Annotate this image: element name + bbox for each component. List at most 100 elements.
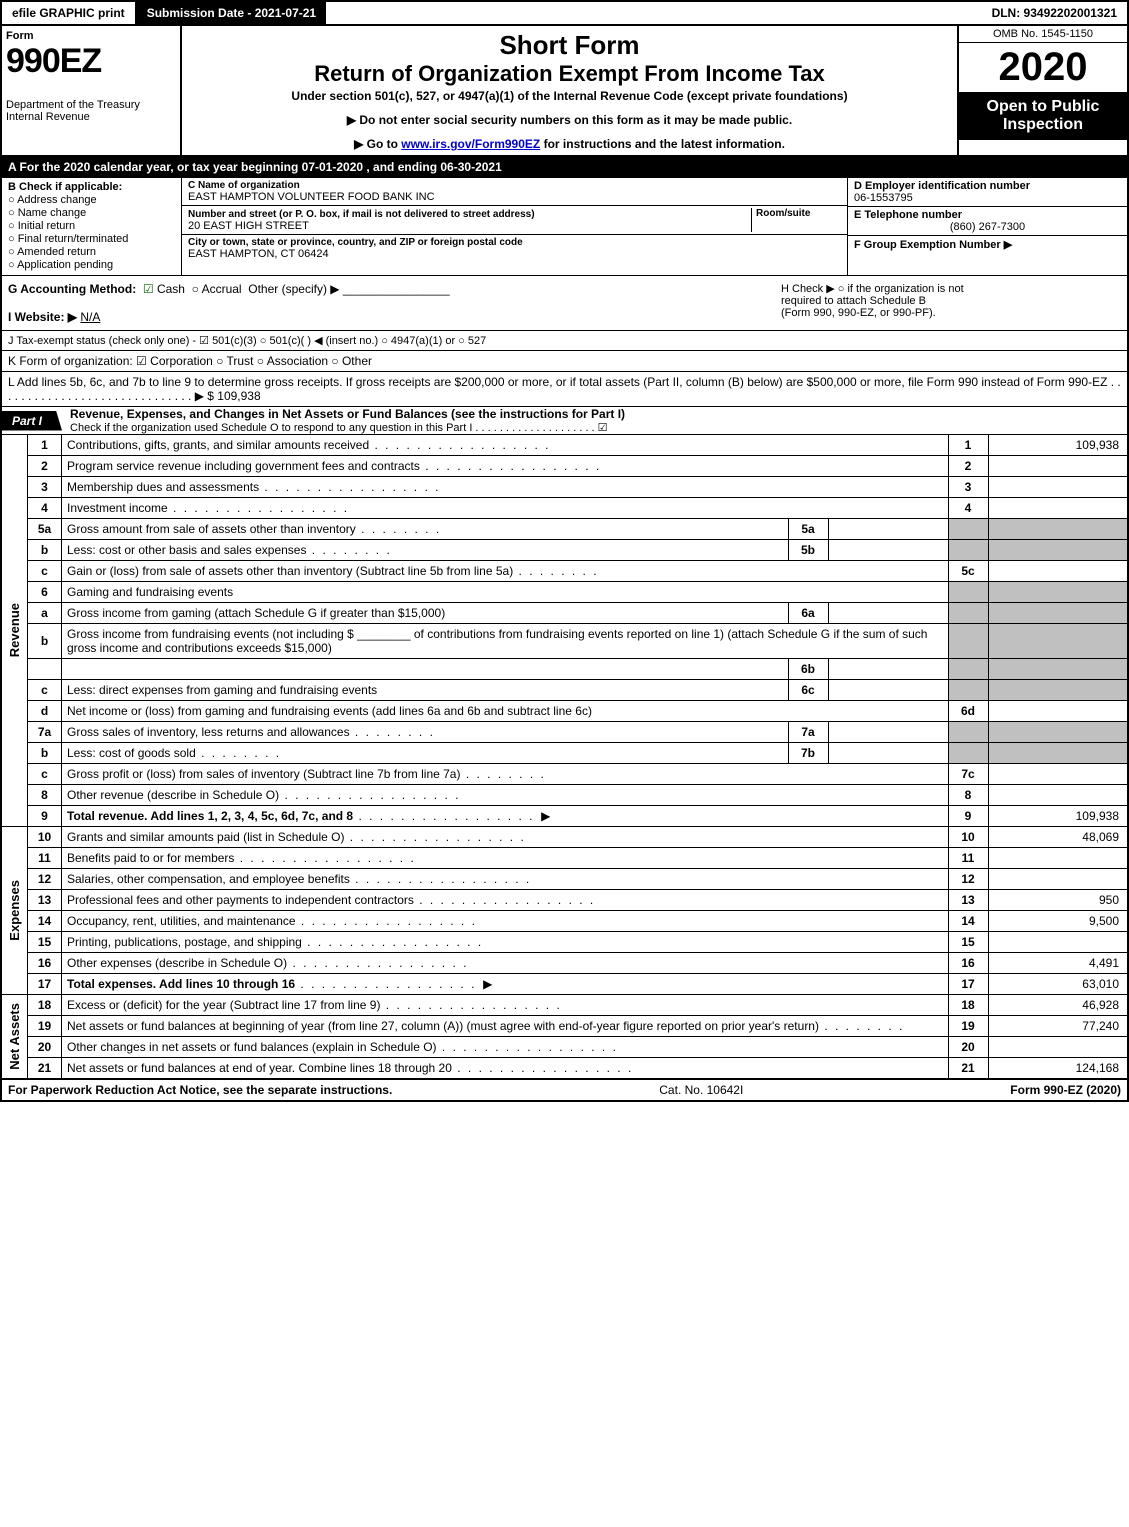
- val-9: 109,938: [988, 806, 1128, 827]
- line-7b: Less: cost of goods sold: [62, 743, 789, 764]
- val-13: 950: [988, 890, 1128, 911]
- line-19: Net assets or fund balances at beginning…: [62, 1016, 949, 1037]
- lbl-org-name: C Name of organization: [188, 180, 841, 191]
- part1-tab: Part I: [2, 411, 62, 431]
- dln-label: DLN: 93492202001321: [982, 2, 1127, 24]
- line-4: Investment income: [62, 498, 949, 519]
- form-word: Form: [6, 30, 176, 42]
- efile-print-button[interactable]: efile GRAPHIC print: [2, 2, 137, 24]
- row-l: L Add lines 5b, 6c, and 7b to line 9 to …: [0, 372, 1129, 407]
- line-9: Total revenue. Add lines 1, 2, 3, 4, 5c,…: [62, 806, 949, 827]
- line-6: Gaming and fundraising events: [62, 582, 949, 603]
- line-17: Total expenses. Add lines 10 through 16 …: [62, 974, 949, 995]
- box-c: C Name of organization EAST HAMPTON VOLU…: [182, 178, 847, 275]
- chk-cash[interactable]: Cash: [143, 282, 185, 296]
- form-header: Form 990EZ Department of the Treasury In…: [0, 26, 1129, 157]
- chk-amended-return[interactable]: Amended return: [8, 246, 175, 258]
- section-expenses: Expenses: [7, 880, 22, 941]
- val-10: 48,069: [988, 827, 1128, 848]
- lbl-address: Number and street (or P. O. box, if mail…: [188, 209, 535, 220]
- chk-final-return[interactable]: Final return/terminated: [8, 233, 175, 245]
- line-13: Professional fees and other payments to …: [62, 890, 949, 911]
- part1-table: Revenue 1Contributions, gifts, grants, a…: [0, 435, 1129, 1079]
- footer-cat: Cat. No. 10642I: [392, 1083, 1010, 1097]
- dept-label: Department of the Treasury: [6, 99, 176, 111]
- org-address: 20 EAST HIGH STREET: [188, 220, 751, 232]
- title-short-form: Short Form: [188, 30, 951, 61]
- irs-link[interactable]: www.irs.gov/Form990EZ: [401, 137, 540, 151]
- line-12: Salaries, other compensation, and employ…: [62, 869, 949, 890]
- part1-header: Part I Revenue, Expenses, and Changes in…: [0, 407, 1129, 435]
- lbl-website: I Website: ▶: [8, 310, 77, 324]
- val-14: 9,500: [988, 911, 1128, 932]
- line-10: Grants and similar amounts paid (list in…: [62, 827, 949, 848]
- title-return: Return of Organization Exempt From Incom…: [188, 61, 951, 87]
- line-7a: Gross sales of inventory, less returns a…: [62, 722, 789, 743]
- line-2: Program service revenue including govern…: [62, 456, 949, 477]
- org-info-block: B Check if applicable: Address change Na…: [0, 178, 1129, 276]
- line-6d: Net income or (loss) from gaming and fun…: [62, 701, 949, 722]
- val-19: 77,240: [988, 1016, 1128, 1037]
- line-18: Excess or (deficit) for the year (Subtra…: [62, 995, 949, 1016]
- line-16: Other expenses (describe in Schedule O): [62, 953, 949, 974]
- line-15: Printing, publications, postage, and shi…: [62, 932, 949, 953]
- website-value: N/A: [80, 310, 100, 324]
- line-1: Contributions, gifts, grants, and simila…: [62, 435, 949, 456]
- chk-accrual[interactable]: Accrual: [192, 282, 242, 296]
- line-6b: Gross income from fundraising events (no…: [62, 624, 949, 659]
- lbl-g: G Accounting Method:: [8, 282, 136, 296]
- section-net-assets: Net Assets: [7, 1003, 22, 1070]
- line-3: Membership dues and assessments: [62, 477, 949, 498]
- h-line3: (Form 990, 990-EZ, or 990-PF).: [781, 307, 1121, 319]
- lbl-ein: D Employer identification number: [854, 180, 1121, 192]
- l-text: L Add lines 5b, 6c, and 7b to line 9 to …: [8, 375, 1121, 403]
- lbl-other-method: Other (specify) ▶: [248, 282, 339, 296]
- lbl-city: City or town, state or province, country…: [188, 237, 841, 248]
- accounting-method: G Accounting Method: Cash Accrual Other …: [8, 282, 781, 296]
- line-20: Other changes in net assets or fund bala…: [62, 1037, 949, 1058]
- line-11: Benefits paid to or for members: [62, 848, 949, 869]
- val-1: 109,938: [988, 435, 1128, 456]
- subtitle: Under section 501(c), 527, or 4947(a)(1)…: [188, 89, 951, 103]
- ssn-warning: ▶ Do not enter social security numbers o…: [188, 113, 951, 127]
- submission-date-button[interactable]: Submission Date - 2021-07-21: [137, 2, 328, 24]
- val-21: 124,168: [988, 1058, 1128, 1079]
- website-row: I Website: ▶ N/A: [8, 310, 781, 324]
- chk-initial-return[interactable]: Initial return: [8, 220, 175, 232]
- lbl-phone: E Telephone number: [854, 209, 1121, 221]
- val-16: 4,491: [988, 953, 1128, 974]
- org-city: EAST HAMPTON, CT 06424: [188, 248, 841, 260]
- row-k: K Form of organization: ☑ Corporation ○ …: [0, 351, 1129, 372]
- tax-year: 2020: [959, 43, 1127, 92]
- part1-title: Revenue, Expenses, and Changes in Net As…: [70, 407, 1127, 421]
- line-7c: Gross profit or (loss) from sales of inv…: [62, 764, 949, 785]
- chk-address-change[interactable]: Address change: [8, 194, 175, 206]
- form-number: 990EZ: [6, 42, 176, 81]
- org-name: EAST HAMPTON VOLUNTEER FOOD BANK INC: [188, 191, 841, 203]
- chk-name-change[interactable]: Name change: [8, 207, 175, 219]
- open-to-public: Open to Public Inspection: [959, 92, 1127, 140]
- line-5a: Gross amount from sale of assets other t…: [62, 519, 789, 540]
- omb-number: OMB No. 1545-1150: [959, 26, 1127, 43]
- line-6a: Gross income from gaming (attach Schedul…: [62, 603, 789, 624]
- ein-value: 06-1553795: [854, 192, 1121, 204]
- val-17: 63,010: [988, 974, 1128, 995]
- row-j: J Tax-exempt status (check only one) - ☑…: [0, 331, 1129, 351]
- l-value: 109,938: [217, 389, 260, 403]
- box-h: H Check ▶ ○ if the organization is not r…: [781, 282, 1121, 324]
- note2-pre: ▶ Go to: [354, 137, 401, 151]
- line-5c: Gain or (loss) from sale of assets other…: [62, 561, 949, 582]
- page-footer: For Paperwork Reduction Act Notice, see …: [0, 1079, 1129, 1102]
- h-line1: H Check ▶ ○ if the organization is not: [781, 282, 1121, 295]
- instructions-link-row: ▶ Go to www.irs.gov/Form990EZ for instru…: [188, 137, 951, 151]
- box-b: B Check if applicable: Address change Na…: [2, 178, 182, 275]
- line-6c: Less: direct expenses from gaming and fu…: [62, 680, 789, 701]
- section-revenue: Revenue: [7, 603, 22, 657]
- lbl-room: Room/suite: [751, 208, 841, 232]
- tax-period: A For the 2020 calendar year, or tax yea…: [0, 157, 1129, 178]
- val-18: 46,928: [988, 995, 1128, 1016]
- line-5b: Less: cost or other basis and sales expe…: [62, 540, 789, 561]
- chk-application-pending[interactable]: Application pending: [8, 259, 175, 271]
- box-b-title: B Check if applicable:: [8, 181, 175, 193]
- phone-value: (860) 267-7300: [854, 221, 1121, 233]
